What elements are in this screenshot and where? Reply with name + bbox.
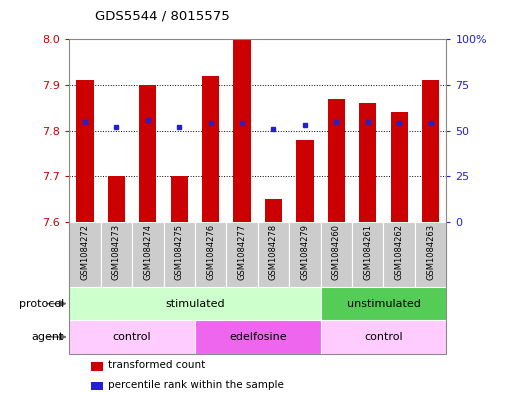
Text: agent: agent [32, 332, 64, 342]
Text: transformed count: transformed count [108, 360, 206, 371]
Text: unstimulated: unstimulated [346, 299, 421, 309]
Text: control: control [113, 332, 151, 342]
Bar [139, 85, 156, 222]
Bar [415, 222, 446, 287]
Bar [352, 222, 383, 287]
Bar [76, 81, 93, 222]
Bar [202, 76, 219, 222]
Text: GSM1084276: GSM1084276 [206, 224, 215, 280]
Bar [390, 112, 408, 222]
Bar [321, 287, 446, 320]
Text: control: control [364, 332, 403, 342]
Bar [171, 176, 188, 222]
Bar [164, 222, 195, 287]
Bar [321, 222, 352, 287]
Bar [321, 320, 446, 354]
Bar [195, 222, 226, 287]
Text: GSM1084277: GSM1084277 [238, 224, 247, 280]
Text: percentile rank within the sample: percentile rank within the sample [108, 380, 284, 390]
Bar [359, 103, 377, 222]
Bar [108, 176, 125, 222]
Bar [91, 382, 103, 390]
Text: GSM1084261: GSM1084261 [363, 224, 372, 280]
Text: GSM1084274: GSM1084274 [143, 224, 152, 280]
Text: protocol: protocol [19, 299, 64, 309]
Text: GSM1084263: GSM1084263 [426, 224, 435, 280]
Text: GDS5544 / 8015575: GDS5544 / 8015575 [95, 10, 230, 23]
Bar [91, 362, 103, 371]
Bar [233, 39, 251, 222]
Bar [297, 140, 313, 222]
Text: GSM1084278: GSM1084278 [269, 224, 278, 280]
Text: GSM1084262: GSM1084262 [394, 224, 404, 280]
Text: GSM1084272: GSM1084272 [81, 224, 89, 280]
Bar [383, 222, 415, 287]
Bar [289, 222, 321, 287]
Text: edelfosine: edelfosine [229, 332, 287, 342]
Text: GSM1084279: GSM1084279 [301, 224, 309, 280]
Text: GSM1084260: GSM1084260 [332, 224, 341, 280]
Bar [69, 320, 195, 354]
Bar [422, 81, 439, 222]
Text: GSM1084275: GSM1084275 [175, 224, 184, 280]
Text: GSM1084273: GSM1084273 [112, 224, 121, 280]
Bar [258, 222, 289, 287]
Bar [195, 320, 321, 354]
Bar [101, 222, 132, 287]
Bar [226, 222, 258, 287]
Bar [132, 222, 164, 287]
Bar [69, 222, 101, 287]
Bar [265, 199, 282, 222]
Bar [328, 99, 345, 222]
Bar [69, 287, 321, 320]
Text: stimulated: stimulated [165, 299, 225, 309]
